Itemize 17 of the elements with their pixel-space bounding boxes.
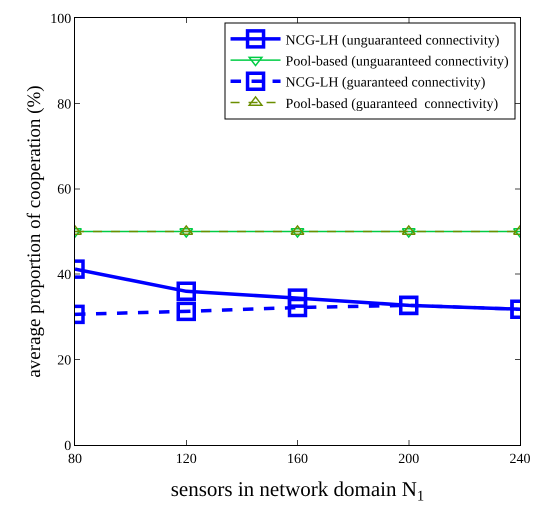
y-tick-label: 0 <box>64 438 72 454</box>
legend-label: NCG-LH (unguaranteed connectivity) <box>286 33 500 48</box>
legend-label: Pool-based (guaranteed connectivity) <box>286 96 499 112</box>
legend-label: Pool-based (unguaranteed connectivity) <box>286 54 510 70</box>
y-tick-label: 80 <box>57 97 72 112</box>
x-tick-label: 240 <box>510 452 530 467</box>
y-axis-title: average proportion of cooperation (%) <box>24 85 46 378</box>
y-tick-label: 40 <box>57 268 72 284</box>
y-tick-label: 20 <box>57 354 72 368</box>
x-tick-label: 80 <box>68 452 82 467</box>
legend-label: NCG-LH (guaranteed connectivity) <box>286 76 486 91</box>
x-tick-label: 120 <box>176 452 197 467</box>
x-axis-title: sensors in network domain N$_{1}$ <box>170 477 424 504</box>
x-tick-label: 200 <box>398 452 420 467</box>
y-tick-label: 60 <box>57 182 72 198</box>
x-tick-label: 160 <box>287 452 308 467</box>
y-tick-label: 100 <box>50 12 72 27</box>
